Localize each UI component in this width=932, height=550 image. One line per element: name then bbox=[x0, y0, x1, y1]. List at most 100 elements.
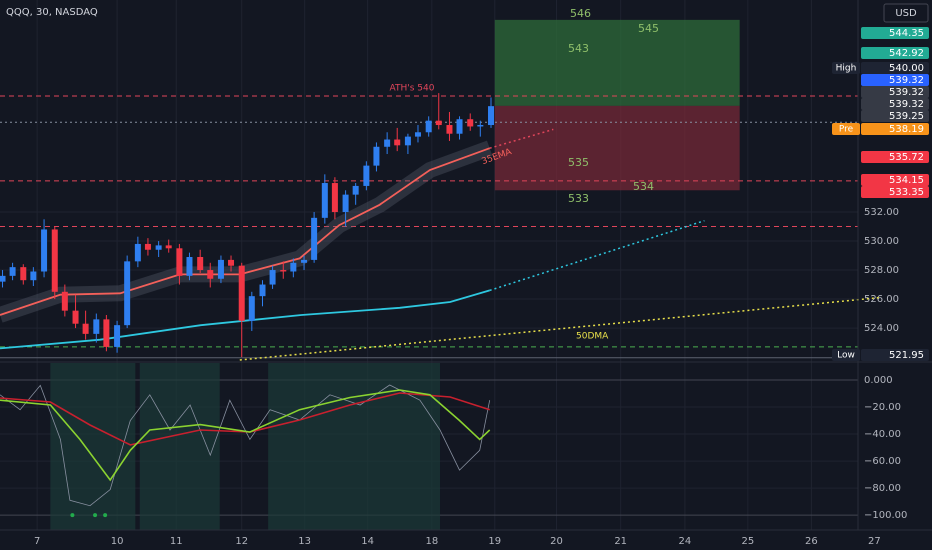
x-tick-label: 24 bbox=[679, 536, 692, 547]
x-tick-label: 20 bbox=[550, 536, 563, 547]
x-tick-label: 19 bbox=[488, 536, 501, 547]
y-tick-label: −100.00 bbox=[864, 510, 907, 521]
x-tick-label: 27 bbox=[868, 536, 881, 547]
candle-body bbox=[352, 185, 359, 195]
price-tag bbox=[861, 74, 929, 86]
signal-dot bbox=[103, 513, 108, 518]
oscillator-line bbox=[0, 389, 491, 482]
y-tick-label: 528.00 bbox=[864, 265, 899, 276]
candle-body bbox=[259, 284, 266, 297]
candle-body bbox=[134, 243, 141, 262]
candle-body bbox=[186, 256, 193, 276]
candle-body bbox=[342, 194, 349, 213]
annotation: ATH's 540 bbox=[390, 84, 435, 94]
candle-body bbox=[373, 146, 380, 166]
price-tag-value: 539.32 bbox=[889, 87, 924, 98]
candle-body bbox=[238, 265, 245, 321]
x-tick-label: 13 bbox=[298, 536, 311, 547]
candle-body bbox=[290, 262, 297, 272]
candle-body bbox=[103, 319, 110, 347]
x-tick-label: 7 bbox=[34, 536, 40, 547]
x-tick-label: 12 bbox=[235, 536, 248, 547]
candle-body bbox=[155, 245, 162, 250]
tag-chip bbox=[832, 62, 860, 74]
candle-body bbox=[217, 259, 224, 279]
candle-body bbox=[488, 106, 495, 126]
box-label: 543 bbox=[568, 42, 589, 55]
candle-body bbox=[176, 248, 183, 276]
projection-line bbox=[489, 128, 554, 149]
candle-body bbox=[248, 296, 255, 321]
shaded-region bbox=[139, 363, 220, 530]
shaded-region bbox=[50, 363, 136, 530]
price-tag-name: Low bbox=[837, 351, 855, 361]
price-tag-value: 533.35 bbox=[889, 187, 924, 198]
y-tick-label: 0.000 bbox=[864, 375, 893, 386]
candle-body bbox=[404, 136, 411, 146]
price-tag bbox=[861, 151, 929, 163]
y-tick-label: 530.00 bbox=[864, 236, 899, 247]
box-label: 535 bbox=[568, 156, 589, 169]
candle-body bbox=[144, 243, 151, 250]
candle-body bbox=[9, 267, 16, 276]
candle-body bbox=[165, 245, 172, 249]
x-tick-label: 14 bbox=[361, 536, 374, 547]
tag-chip bbox=[832, 123, 860, 135]
candle-body bbox=[456, 119, 463, 134]
candle-body bbox=[72, 310, 79, 324]
price-tag-value: 539.32 bbox=[889, 99, 924, 110]
signal-dot bbox=[70, 513, 75, 518]
candle-body bbox=[331, 183, 338, 213]
candle-body bbox=[301, 259, 308, 263]
price-tag bbox=[861, 27, 929, 39]
price-tag-value: 539.32 bbox=[889, 75, 924, 86]
x-tick-label: 21 bbox=[614, 536, 627, 547]
y-tick-label: −60.00 bbox=[864, 456, 901, 467]
box-label: 533 bbox=[568, 192, 589, 205]
price-tag bbox=[861, 62, 929, 74]
moving-average bbox=[0, 289, 490, 350]
symbol-title: QQQ, 30, NASDAQ bbox=[6, 7, 98, 18]
candle-body bbox=[384, 139, 391, 147]
y-tick-label: 526.00 bbox=[864, 294, 899, 305]
candle-body bbox=[93, 319, 100, 334]
price-tag-value: 540.00 bbox=[889, 63, 924, 74]
price-tag-name: High bbox=[836, 64, 857, 74]
currency[interactable]: USD bbox=[895, 8, 917, 19]
price-tag-value: 534.15 bbox=[889, 175, 924, 186]
tag-chip bbox=[832, 349, 860, 361]
box-label: 545 bbox=[638, 22, 659, 35]
price-tag bbox=[861, 110, 929, 122]
candle-body bbox=[425, 120, 432, 133]
y-tick-label: −40.00 bbox=[864, 429, 901, 440]
candle-body bbox=[61, 291, 68, 311]
price-tag bbox=[861, 123, 929, 135]
price-tag bbox=[861, 47, 929, 59]
candle-body bbox=[114, 325, 121, 347]
price-tag-value: 521.95 bbox=[889, 350, 924, 361]
candle-body bbox=[197, 256, 204, 271]
y-tick-label: −20.00 bbox=[864, 402, 901, 413]
candle-body bbox=[30, 271, 37, 281]
price-tag-name: Pre bbox=[839, 125, 854, 135]
series-label: 50DMA bbox=[576, 332, 609, 342]
y-tick-label: 524.00 bbox=[864, 323, 899, 334]
shaded-region bbox=[268, 363, 441, 530]
currency-button[interactable] bbox=[883, 3, 929, 23]
x-tick-label: 26 bbox=[805, 536, 818, 547]
candle-body bbox=[414, 132, 421, 137]
projection-line bbox=[239, 296, 880, 361]
x-tick-label: 18 bbox=[425, 536, 438, 547]
price-tag bbox=[861, 174, 929, 186]
candle-body bbox=[467, 119, 474, 127]
price-tag-value: 538.19 bbox=[889, 124, 924, 135]
candle-body bbox=[51, 229, 58, 292]
candle-body bbox=[0, 275, 6, 282]
candle-body bbox=[20, 267, 27, 281]
x-tick-label: 25 bbox=[741, 536, 754, 547]
price-tag bbox=[861, 98, 929, 110]
target-zone bbox=[494, 19, 740, 106]
y-tick-label: −80.00 bbox=[864, 483, 901, 494]
candle-body bbox=[394, 139, 401, 146]
candle-body bbox=[311, 217, 318, 260]
